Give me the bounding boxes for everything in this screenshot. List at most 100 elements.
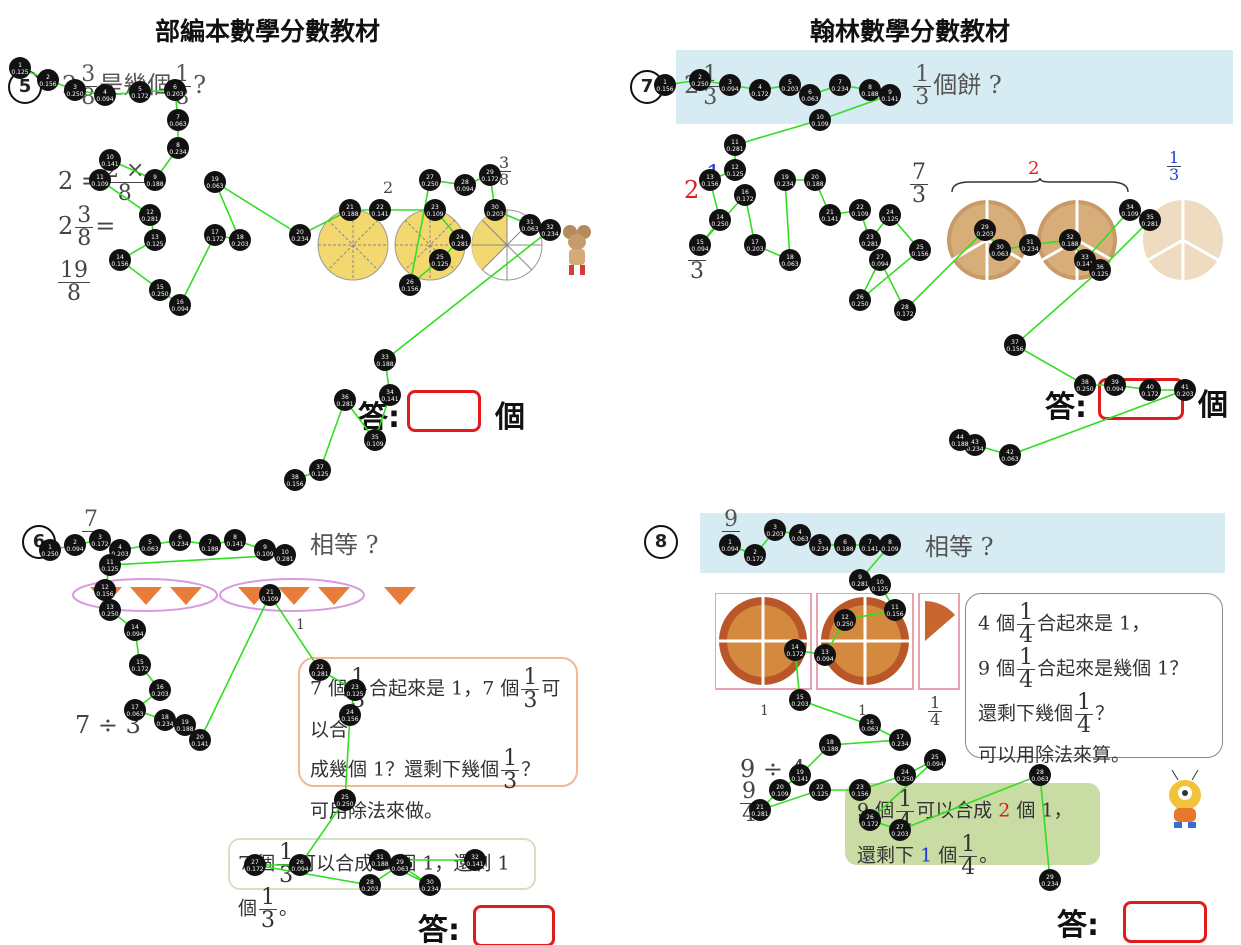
svg-text:0.063: 0.063 [781,261,798,268]
svg-text:0.063: 0.063 [169,121,186,128]
fixation-dot: 110.109 [89,169,111,191]
svg-text:13: 13 [706,174,714,181]
svg-text:10: 10 [281,549,289,556]
svg-text:0.234: 0.234 [156,721,173,728]
svg-text:38: 38 [291,474,299,481]
fixation-dot: 240.250 [894,764,916,786]
fixation-dot: 80.188 [859,79,881,101]
fixation-dot: 120.125 [724,159,746,181]
svg-text:0.125: 0.125 [101,566,118,573]
svg-text:8: 8 [176,142,180,149]
fixation-dot: 310.063 [519,214,541,236]
fixation-dot: 230.125 [344,679,366,701]
svg-text:7: 7 [838,79,842,86]
svg-text:0.203: 0.203 [486,211,503,218]
fixation-dot: 110.125 [99,554,121,576]
svg-text:15: 15 [796,694,804,701]
svg-text:0.094: 0.094 [721,86,738,93]
fixation-dot: 270.172 [244,854,266,876]
svg-text:0.063: 0.063 [791,536,808,543]
svg-text:0.141: 0.141 [861,546,878,553]
svg-text:20: 20 [811,174,819,181]
svg-text:7: 7 [208,539,212,546]
svg-text:5: 5 [138,86,142,93]
svg-text:0.172: 0.172 [246,866,263,873]
svg-text:0.063: 0.063 [126,711,143,718]
svg-text:0.094: 0.094 [1106,386,1123,393]
answer-box[interactable] [1123,901,1207,943]
fixation-dot: 130.156 [699,169,721,191]
scanpath-line [19,67,552,481]
hint-bubble: 4 個 1 4 合起來是 1， 9 個 1 4 合起來是幾個 1？ 還剩下幾個 1 4？ 可以用… [965,593,1223,766]
svg-text:0.281: 0.281 [276,556,293,563]
fixation-dot: 320.141 [464,849,486,871]
svg-text:3: 3 [98,534,102,541]
svg-text:0.172: 0.172 [786,651,803,658]
result-note: 9 個14可以合成 2 個 1， 還剩下 1 個14。 [845,783,1100,879]
fixation-dot: 100.109 [809,109,831,131]
fixation-dot: 10.125 [9,57,31,79]
svg-text:0.109: 0.109 [426,211,443,218]
svg-text:0.234: 0.234 [1041,881,1058,888]
fixation-dot: 370.156 [1004,334,1026,356]
fixation-dot: 210.141 [819,204,841,226]
answer-label: 答: [418,913,460,945]
svg-text:29: 29 [486,169,494,176]
svg-text:0.141: 0.141 [821,216,838,223]
svg-text:41: 41 [1181,384,1189,391]
fixation-dot: 370.125 [309,459,331,481]
svg-text:27: 27 [251,859,259,866]
svg-text:23: 23 [856,784,864,791]
svg-text:13: 13 [821,649,829,656]
question-text: 9 [722,507,740,532]
fixation-dot: 200.188 [804,169,826,191]
pie-partial [471,209,543,281]
svg-text:0.063: 0.063 [1001,456,1018,463]
fixation-dot: 90.281 [849,569,871,591]
svg-text:0.094: 0.094 [456,186,473,193]
svg-text:0.203: 0.203 [746,246,763,253]
fixation-dot: 270.094 [869,249,891,271]
svg-text:11: 11 [106,559,114,566]
fixation-dot: 300.203 [484,199,506,221]
svg-text:0.234: 0.234 [1021,246,1038,253]
svg-text:0.125: 0.125 [811,791,828,798]
svg-text:15: 15 [136,659,144,666]
svg-text:25: 25 [916,244,924,251]
svg-text:0.188: 0.188 [176,726,193,733]
svg-text:0.188: 0.188 [1061,241,1078,248]
svg-text:10: 10 [816,114,824,121]
fixation-dot: 110.156 [884,599,906,621]
svg-text:32: 32 [546,224,554,231]
svg-text:44: 44 [956,434,964,441]
fixation-dot: 150.203 [789,689,811,711]
svg-text:0.094: 0.094 [816,656,833,663]
svg-text:0.063: 0.063 [206,183,223,190]
svg-text:26: 26 [296,859,304,866]
svg-text:0.063: 0.063 [521,226,538,233]
fixation-dot: 50.063 [139,534,161,556]
svg-text:6: 6 [843,539,847,546]
svg-text:34: 34 [386,389,394,396]
svg-text:0.281: 0.281 [861,241,878,248]
fixation-dot: 140.156 [109,249,131,271]
answer-box[interactable] [407,390,481,432]
svg-text:9: 9 [153,174,157,181]
svg-text:0.094: 0.094 [871,261,888,268]
fixation-dot: 240.281 [449,229,471,251]
svg-text:22: 22 [816,784,824,791]
svg-text:14: 14 [131,624,139,631]
fixation-dot: 260.250 [849,289,871,311]
svg-text:0.156: 0.156 [701,181,718,188]
svg-text:26: 26 [856,294,864,301]
fixation-dot: 230.281 [859,229,881,251]
svg-text:0.281: 0.281 [726,146,743,153]
svg-text:0.172: 0.172 [481,176,498,183]
svg-text:0.281: 0.281 [451,241,468,248]
svg-text:13: 13 [151,234,159,241]
fixation-dot: 50.234 [809,534,831,556]
fixation-dot: 280.094 [454,174,476,196]
